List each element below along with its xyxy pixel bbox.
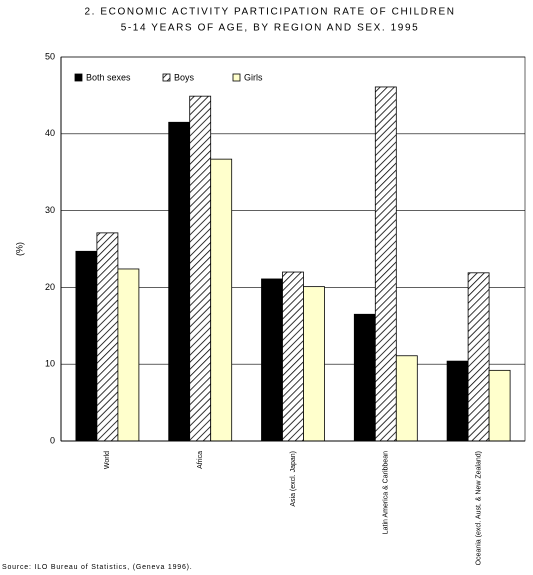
bar bbox=[374, 86, 397, 442]
bar bbox=[488, 369, 511, 442]
bar bbox=[75, 250, 98, 442]
x-tick-label: Africa bbox=[197, 451, 204, 469]
bar bbox=[210, 158, 233, 442]
bar bbox=[353, 313, 376, 442]
bar bbox=[395, 355, 418, 442]
bar bbox=[467, 272, 490, 442]
bar bbox=[117, 268, 140, 442]
bar bbox=[282, 271, 304, 442]
y-tick-label: 10 bbox=[45, 359, 55, 369]
legend-swatch bbox=[162, 73, 171, 82]
y-tick-label: 0 bbox=[50, 435, 55, 445]
legend-label: Both sexes bbox=[86, 72, 131, 82]
bar bbox=[96, 232, 119, 442]
plot-border bbox=[60, 56, 526, 442]
bar bbox=[168, 121, 191, 442]
y-tick-label: 50 bbox=[45, 51, 55, 61]
x-tick-label: Oceania (excl. Aust. & New Zealand) bbox=[475, 451, 482, 565]
bar bbox=[303, 286, 325, 442]
legend-label: Boys bbox=[174, 72, 195, 82]
legend-swatch bbox=[74, 73, 83, 82]
chart-title: 5-14 YEARS OF AGE, BY REGION AND SEX. 19… bbox=[121, 23, 420, 34]
source-note: Source: ILO Bureau of Statistics, (Genev… bbox=[2, 564, 193, 571]
bar bbox=[446, 360, 469, 442]
x-tick-label: Asia (excl. Japan) bbox=[290, 451, 297, 507]
y-axis-label: (%) bbox=[14, 242, 24, 256]
legend-swatch bbox=[232, 73, 241, 82]
legend-label: Girls bbox=[244, 72, 263, 82]
x-tick-label: World bbox=[104, 451, 111, 469]
bar bbox=[189, 95, 212, 442]
y-tick-label: 40 bbox=[45, 128, 55, 138]
y-tick-label: 30 bbox=[45, 205, 55, 215]
y-tick-label: 20 bbox=[45, 282, 55, 292]
x-tick-label: Latin America & Caribbean bbox=[383, 451, 390, 534]
bar bbox=[261, 278, 283, 442]
chart-title: 2. ECONOMIC ACTIVITY PARTICIPATION RATE … bbox=[84, 7, 455, 18]
